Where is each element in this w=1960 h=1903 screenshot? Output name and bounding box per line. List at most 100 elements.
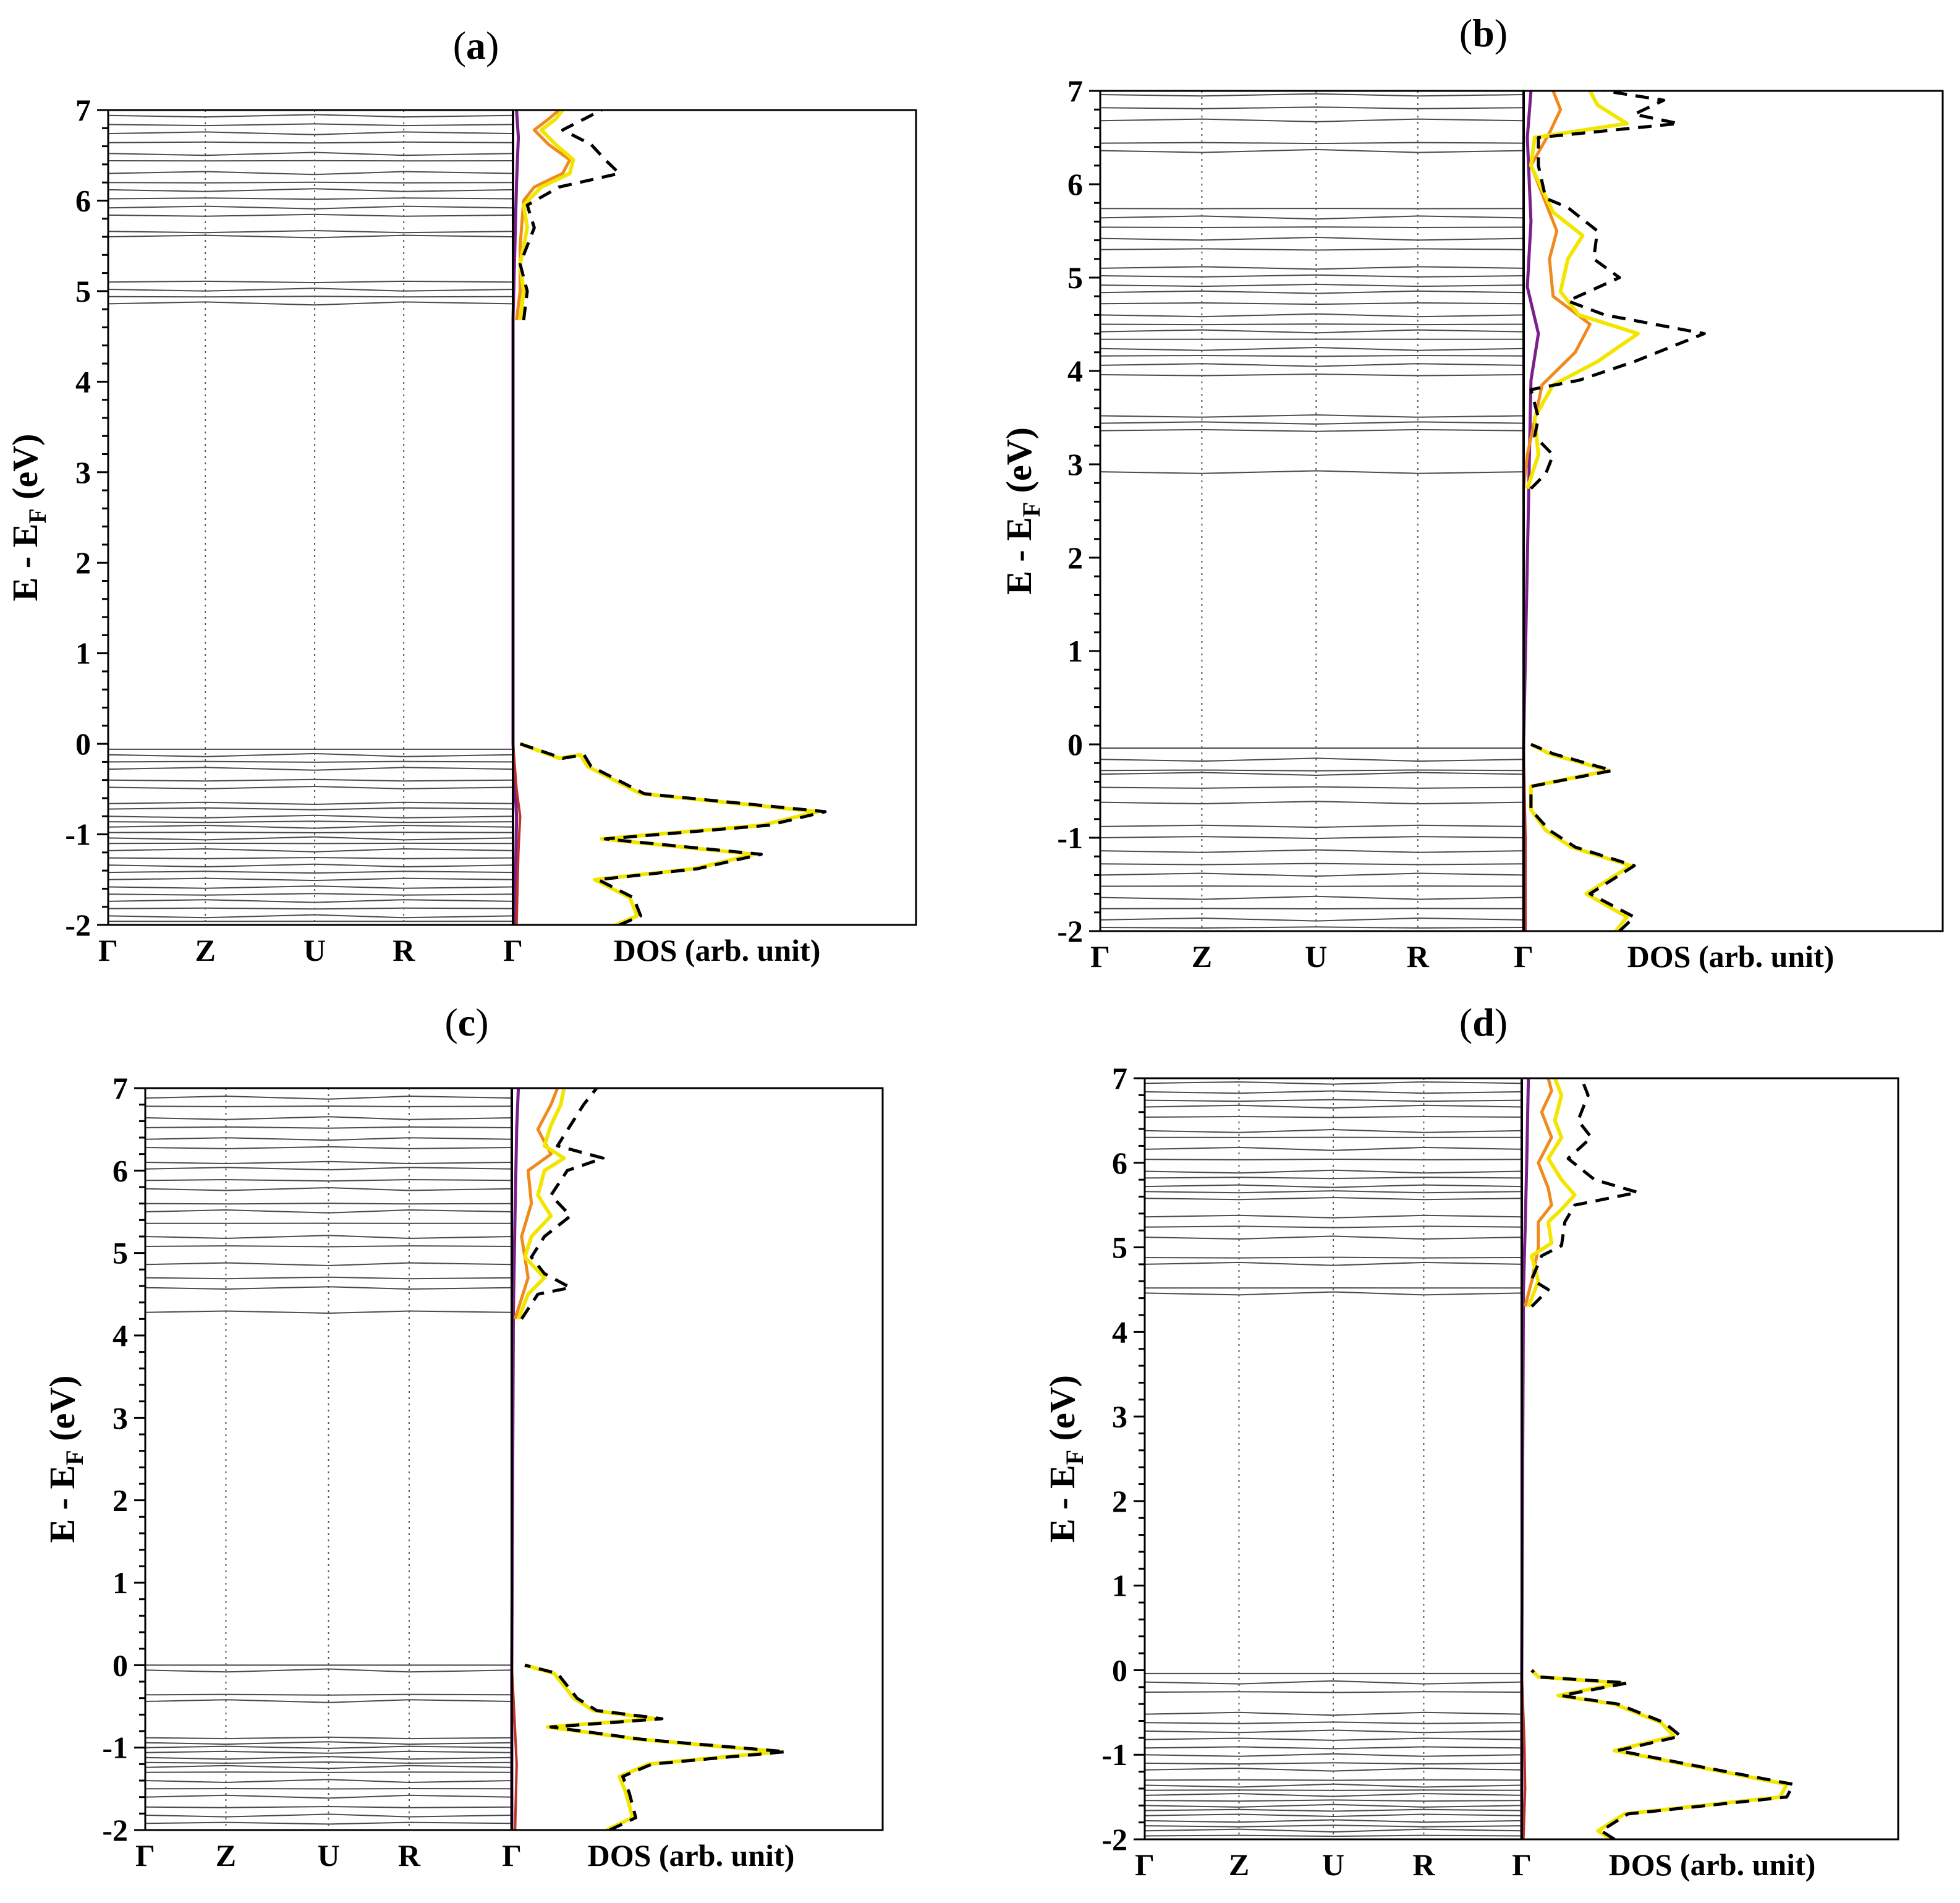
band-line — [1100, 290, 1524, 294]
k-point-label: Z — [216, 1838, 236, 1873]
band-line — [1145, 1828, 1522, 1833]
band-line — [1100, 769, 1524, 772]
dos-total-conduction-curve — [520, 1088, 605, 1320]
band-line — [1145, 1680, 1522, 1685]
k-point-label: Γ — [1135, 1847, 1155, 1882]
y-tick-label: 0 — [112, 1648, 128, 1682]
dos-yellow-conduction-curve — [516, 1088, 566, 1320]
y-tick-label: 2 — [1112, 1484, 1127, 1518]
panel-b: (b) -2 -1 0 1 2 3 4 5 6 7 Γ Z U R Γ DOS (arb. unit) E - E… — [999, 11, 1944, 974]
panel-title-open: ( — [1459, 1000, 1472, 1044]
y-axis-label-main: E - E — [1042, 1465, 1082, 1543]
band-line — [145, 1794, 512, 1799]
y-tick-label: 5 — [1112, 1230, 1127, 1265]
band-line — [108, 141, 514, 144]
band-line — [145, 1105, 512, 1107]
k-point-label: Z — [1229, 1847, 1249, 1882]
band-line — [145, 1126, 512, 1129]
y-tick-label: 1 — [1112, 1569, 1127, 1603]
band-line — [108, 280, 514, 284]
dos-yellow-valence-curve — [519, 742, 820, 925]
band-line — [1100, 106, 1524, 109]
y-axis-label-main: E - E — [5, 524, 45, 602]
band-line — [108, 767, 514, 771]
band-line — [1100, 801, 1524, 805]
y-axis-label-unit: (eV) — [42, 1376, 82, 1450]
band-line — [1145, 1081, 1522, 1085]
band-line — [108, 287, 514, 292]
k-point-label: R — [1412, 1847, 1435, 1882]
band-line — [108, 205, 514, 210]
band-line — [108, 114, 514, 118]
band-line — [145, 1750, 512, 1754]
band-line — [145, 1699, 512, 1703]
band-line — [145, 1779, 512, 1784]
k-point-label: Z — [195, 933, 216, 968]
band-line — [1100, 421, 1524, 425]
band-line — [1100, 323, 1524, 326]
band-line — [1100, 772, 1524, 777]
y-tick-label: -2 — [1101, 1822, 1127, 1857]
panel-title-close: ) — [1495, 1000, 1508, 1044]
y-tick-label: 4 — [75, 364, 91, 399]
panel-title-close: ) — [475, 1000, 488, 1044]
band-line — [108, 213, 514, 217]
dos-yellow-valence-curve — [1529, 743, 1632, 931]
y-axis-label-subscript: F — [61, 1450, 88, 1465]
y-tick-label: 0 — [1067, 727, 1083, 762]
band-line — [108, 234, 514, 239]
band-line — [108, 856, 514, 859]
band-line — [1100, 148, 1524, 153]
band-line — [1145, 1291, 1522, 1296]
band-line — [1145, 1169, 1522, 1174]
panel-title: (a) — [453, 23, 499, 67]
band-line — [108, 832, 514, 833]
band-line — [108, 301, 514, 306]
band-line — [145, 1736, 512, 1740]
band-line — [1100, 236, 1524, 241]
panel-title-letter: d — [1472, 1000, 1495, 1044]
k-point-label: R — [392, 933, 415, 968]
band-line — [145, 1203, 512, 1205]
dos-axis-label: DOS (arb. unit) — [588, 1838, 795, 1873]
dos-total-valence-curve — [1529, 743, 1636, 931]
y-tick-label: 1 — [75, 636, 91, 671]
k-point-label: Γ — [502, 1838, 522, 1873]
panel-title: (b) — [1459, 11, 1508, 55]
band-line — [108, 871, 514, 874]
band-line — [108, 151, 514, 156]
band-line — [1100, 414, 1524, 418]
y-tick-label: 2 — [75, 545, 91, 580]
y-axis-label: E - EF (eV) — [1042, 1375, 1088, 1543]
y-tick-label: 4 — [1067, 354, 1083, 388]
k-point-label: Z — [1192, 939, 1212, 974]
y-tick-label: 7 — [1067, 74, 1083, 108]
dos-red-curve — [511, 1665, 518, 1830]
y-tick-label: 5 — [112, 1236, 128, 1271]
y-tick-label: 3 — [1067, 447, 1083, 482]
y-axis-label: E - EF (eV) — [42, 1376, 88, 1543]
band-line — [1100, 226, 1524, 229]
dos-total-valence-curve — [524, 1663, 787, 1830]
plot-frame — [144, 1087, 884, 1831]
y-tick-label: 3 — [75, 455, 91, 490]
band-line — [108, 836, 514, 841]
dos-yellow-conduction-curve — [1525, 91, 1640, 490]
y-axis-label-subscript: F — [1017, 502, 1045, 517]
band-line — [145, 1160, 512, 1165]
band-line — [1100, 248, 1524, 251]
panel-title-letter: a — [466, 23, 486, 67]
y-tick-label: 6 — [1112, 1146, 1127, 1180]
k-point-label: Γ — [1514, 939, 1534, 974]
band-line — [1100, 849, 1524, 853]
panel-title-letter: c — [458, 1000, 475, 1044]
band-line — [108, 131, 514, 135]
y-tick-label: 6 — [75, 183, 91, 218]
band-line — [108, 848, 514, 853]
dos-orange-curve — [1522, 91, 1592, 489]
panel-title-open: ( — [1459, 11, 1472, 55]
band-line — [1100, 266, 1524, 270]
dos-total-conduction-curve — [1530, 1078, 1640, 1308]
plot-frame — [1099, 90, 1944, 932]
